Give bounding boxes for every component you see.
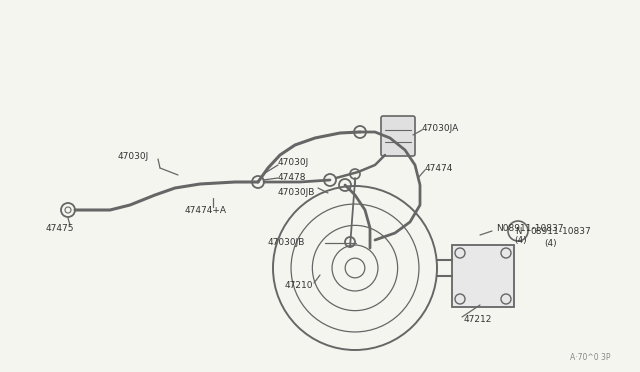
Text: 47474: 47474 xyxy=(425,164,453,173)
Text: A·70^0 3P: A·70^0 3P xyxy=(570,353,611,362)
Text: 47030JB: 47030JB xyxy=(278,187,316,196)
Text: 47030J: 47030J xyxy=(118,151,149,160)
Text: N08911-10837: N08911-10837 xyxy=(496,224,563,232)
Text: 47212: 47212 xyxy=(464,315,492,324)
Text: 47030J: 47030J xyxy=(278,157,309,167)
Text: (4): (4) xyxy=(514,235,527,244)
Text: N: N xyxy=(515,227,521,235)
Text: 47210: 47210 xyxy=(285,280,314,289)
Bar xyxy=(452,245,514,307)
Text: 47475: 47475 xyxy=(46,224,74,232)
Text: 47030JB: 47030JB xyxy=(268,237,305,247)
Text: 47478: 47478 xyxy=(278,173,307,182)
Text: 08911-10837: 08911-10837 xyxy=(530,227,591,235)
Text: 47030JA: 47030JA xyxy=(422,124,460,132)
FancyBboxPatch shape xyxy=(381,116,415,156)
Text: (4): (4) xyxy=(544,238,557,247)
Text: 47474+A: 47474+A xyxy=(185,205,227,215)
